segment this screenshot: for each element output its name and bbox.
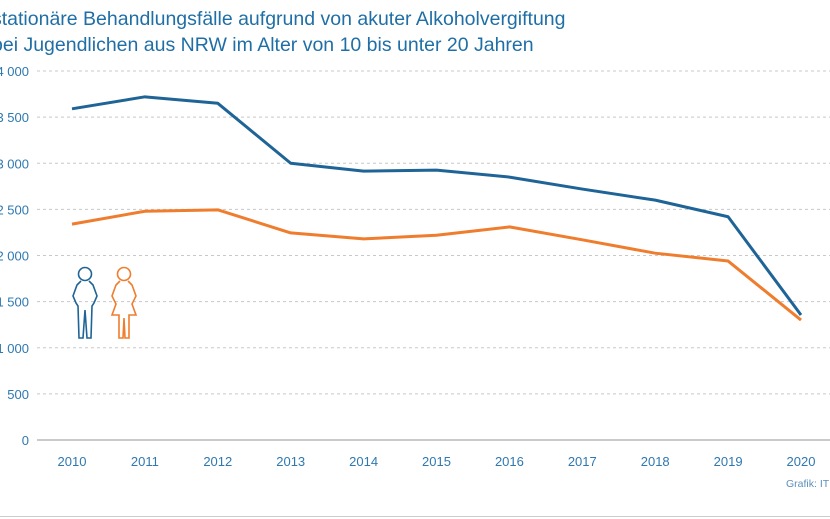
x-tick-label: 2014: [349, 454, 378, 469]
series-line-0: [71, 95, 803, 316]
x-tick-label: 2011: [131, 454, 159, 469]
y-tick-label: 3 000: [0, 156, 29, 171]
y-tick-label: 4 000: [0, 64, 29, 79]
x-tick-label: 2016: [495, 454, 524, 469]
x-tick-label: 2015: [422, 454, 451, 469]
y-tick-label: 500: [7, 387, 29, 402]
y-tick-label: 1 500: [0, 295, 29, 310]
y-tick-label: 2 000: [0, 249, 29, 264]
series-line-1: [71, 208, 802, 322]
y-tick-label: 0: [22, 433, 29, 448]
x-tick-label: 2017: [568, 454, 597, 469]
x-tick-label: 2020: [787, 454, 816, 469]
credit: Grafik: IT: [786, 478, 830, 490]
y-tick-label: 2 500: [0, 202, 29, 217]
x-tick-label: 2019: [714, 454, 743, 469]
x-tick-label: 2018: [641, 454, 670, 469]
x-tick-label: 2012: [203, 454, 232, 469]
x-tick-label: 2010: [58, 454, 87, 469]
x-tick-label: 2013: [276, 454, 305, 469]
title-line-1: stationäre Behandlungsfälle aufgrund von…: [0, 8, 566, 30]
female-figure-icon: [110, 266, 138, 339]
title-line-2: bei Jugendlichen aus NRW im Alter von 10…: [0, 34, 534, 56]
y-tick-label: 1 000: [0, 341, 29, 356]
y-tick-label: 3 500: [0, 110, 29, 125]
male-figure-icon: [72, 266, 98, 339]
chart-title: stationäre Behandlungsfälle aufgrund von…: [0, 6, 565, 58]
bottom-divider: [0, 516, 830, 517]
